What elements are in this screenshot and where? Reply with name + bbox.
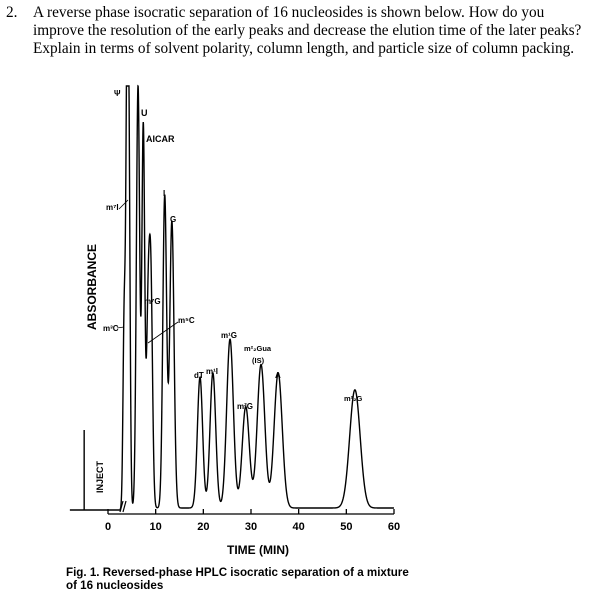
peak-label-m7G: m⁷G	[144, 297, 161, 306]
y-axis-label: ABSORBANCE	[85, 244, 99, 330]
axis-break-marks	[119, 500, 127, 513]
peak-label-U: U	[141, 108, 148, 118]
peak-label-IS: (IS)	[252, 356, 265, 365]
peak-label-m2G: m²G	[237, 402, 253, 411]
question-line-3: Explain in terms of solvent polarity, co…	[33, 40, 575, 57]
caption-line-1: Fig. 1. Reversed-phase HPLC isocratic se…	[66, 566, 409, 579]
x-tick-label: 30	[245, 521, 257, 533]
chromatogram-trace	[69, 84, 394, 511]
peak-label-m5C: m⁵C	[178, 316, 195, 325]
x-tick-label: 20	[197, 521, 209, 533]
peak-label-m22G: m²₂G	[344, 394, 362, 403]
peak-label-m3C: m³C	[103, 324, 119, 333]
peak-label-I: I	[163, 189, 165, 198]
peak-label-m22Gua: m²₂Gua	[244, 344, 272, 353]
peak-label-A: A	[275, 371, 281, 380]
x-tick-label: 40	[293, 521, 305, 533]
peak-label-dT: dT	[194, 371, 204, 380]
x-axis-ticks: 0 10 20 30 40 50 60	[105, 509, 400, 533]
leader-m7I	[118, 199, 129, 210]
x-tick-label: 10	[150, 521, 162, 533]
x-tick-label: 60	[388, 521, 400, 533]
leader-m3C	[116, 326, 125, 329]
peak-label-psi: Ψ	[114, 89, 121, 98]
x-tick-label: 50	[340, 521, 352, 533]
caption-line-2: of 16 nucleosides	[66, 579, 164, 592]
leader-m5C	[147, 321, 179, 344]
question-number: 2.	[6, 4, 18, 21]
x-axis-label: TIME (MIN)	[227, 543, 289, 557]
peak-label-G: G	[170, 215, 176, 224]
figure-caption: Fig. 1. Reversed-phase HPLC isocratic se…	[66, 566, 466, 592]
peak-label-m1G: m¹G	[221, 331, 237, 340]
peak-label-m7I: m⁷I	[106, 203, 119, 212]
peak-labels: Ψ U AICAR m⁷I I G m⁷G m³C m⁵C m¹G m²₂Gua…	[103, 89, 362, 411]
peak-label-AICAR: AICAR	[146, 134, 175, 144]
peak-label-m1I: m¹I	[206, 367, 218, 376]
question-line-2: improve the resolution of the early peak…	[33, 22, 582, 39]
question-text: A reverse phase isocratic separation of …	[33, 4, 606, 58]
question-line-1: A reverse phase isocratic separation of …	[33, 4, 545, 21]
inject-label: INJECT	[95, 460, 105, 493]
x-tick-label: 0	[105, 521, 111, 533]
